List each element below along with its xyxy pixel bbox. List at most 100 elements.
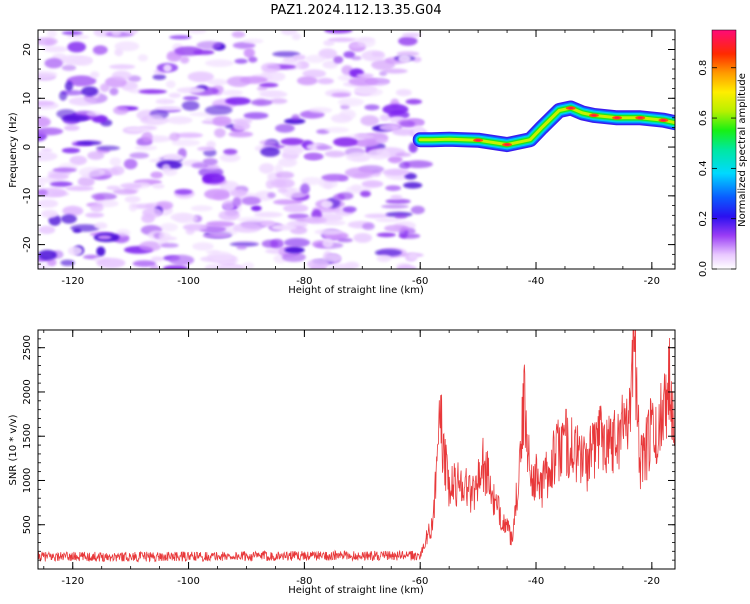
noise-blob xyxy=(323,179,333,189)
noise-blob xyxy=(314,229,344,235)
noise-blob xyxy=(192,242,214,251)
top-y-tick-label: -10 xyxy=(22,188,33,204)
noise-blob xyxy=(141,213,155,224)
noise-blob xyxy=(219,153,241,163)
noise-blob xyxy=(113,106,129,115)
colorbar-ticks: 0.0 0.2 0.4 0.6 0.8 xyxy=(698,60,736,277)
noise-blob xyxy=(134,145,158,151)
noise-blob xyxy=(216,265,245,269)
noise-blob xyxy=(61,64,77,71)
noise-blob xyxy=(333,56,344,64)
noise-blob xyxy=(303,153,322,160)
noise-blob xyxy=(328,263,354,269)
noise-blob xyxy=(206,221,235,228)
noise-blob xyxy=(207,251,233,262)
noise-blob xyxy=(287,213,310,220)
noise-blob xyxy=(62,205,84,216)
noise-blob xyxy=(226,76,251,87)
noise-blob xyxy=(399,120,415,127)
noise-blob xyxy=(403,182,423,189)
noise-blob xyxy=(353,233,373,243)
noise-blob xyxy=(322,253,342,263)
noise-blob xyxy=(204,105,233,115)
noise-blob xyxy=(260,147,280,157)
noise-blob xyxy=(61,114,89,122)
noise-blob xyxy=(354,84,378,95)
noise-blob xyxy=(38,177,56,184)
bottom-x-tick-label: -120 xyxy=(61,576,84,587)
top-x-tick-label: -40 xyxy=(528,276,544,287)
noise-blob xyxy=(38,70,58,79)
noise-blob xyxy=(125,127,149,133)
noise-blob xyxy=(106,185,121,191)
ridge-hotspot-core xyxy=(475,139,481,142)
noise-blob xyxy=(271,224,297,231)
noise-blob xyxy=(131,203,158,209)
noise-blob xyxy=(87,151,105,160)
noise-blob xyxy=(163,64,172,72)
noise-blob xyxy=(92,45,108,55)
noise-blob xyxy=(410,205,425,215)
bottom-x-axis-ticks: -120 -100 -80 -60 -40 -20 xyxy=(43,330,660,587)
noise-blob xyxy=(206,140,216,149)
noise-blob xyxy=(272,51,301,57)
noise-blob xyxy=(96,257,126,269)
noise-blob xyxy=(174,213,198,224)
ridge-hotspot-core xyxy=(660,119,666,122)
noise-blob xyxy=(202,233,230,239)
noise-blob xyxy=(168,92,181,99)
noise-blob xyxy=(260,220,276,227)
noise-blob xyxy=(60,214,77,224)
noise-blob xyxy=(185,228,195,235)
noise-blob xyxy=(351,55,362,61)
noise-blob xyxy=(187,30,207,34)
ridge-hotspot-core xyxy=(591,114,597,117)
noise-blob xyxy=(97,235,112,240)
noise-blob xyxy=(204,188,231,200)
noise-blob xyxy=(360,190,371,198)
noise-blob xyxy=(90,71,100,79)
noise-blob xyxy=(243,112,269,120)
noise-blob xyxy=(300,183,310,194)
noise-blob xyxy=(151,256,164,262)
noise-blob xyxy=(124,30,139,35)
ridge-hotspot-core xyxy=(614,116,620,119)
noise-blob xyxy=(280,30,298,36)
noise-blob xyxy=(342,206,357,213)
noise-blob xyxy=(165,80,176,89)
noise-blob xyxy=(396,264,417,269)
top-x-tick-label: -20 xyxy=(644,276,660,287)
noise-blob xyxy=(66,34,90,40)
bottom-y-tick-label: 500 xyxy=(22,515,33,534)
noise-blob xyxy=(273,199,303,206)
noise-blob xyxy=(317,77,334,85)
colorbar-bar xyxy=(711,29,737,270)
bottom-y-axis-ticks: 500 1000 1500 2000 2500 xyxy=(22,329,675,561)
noise-blob xyxy=(283,238,311,248)
noise-blob xyxy=(404,173,417,180)
noise-blob xyxy=(376,232,396,238)
noise-blob xyxy=(111,30,122,36)
noise-blob xyxy=(231,31,246,38)
noise-blob xyxy=(176,87,206,94)
ridge-hotspot-core xyxy=(568,107,574,110)
top-x-axis-ticks: -120 -100 -80 -60 -40 -20 xyxy=(43,30,660,287)
noise-blob xyxy=(139,241,162,252)
noise-blob xyxy=(361,180,384,188)
noise-blob xyxy=(197,146,216,152)
noise-blob xyxy=(38,249,57,261)
noise-blob xyxy=(337,238,353,243)
noise-blob xyxy=(129,152,149,159)
noise-blob xyxy=(223,148,238,155)
noise-blob xyxy=(202,158,218,166)
noise-blob xyxy=(243,38,264,44)
noise-blob xyxy=(181,100,200,111)
top-x-tick-label: -100 xyxy=(177,276,200,287)
noise-blob xyxy=(256,86,268,91)
noise-blob xyxy=(229,189,247,198)
noise-blob xyxy=(205,59,234,67)
noise-blob xyxy=(261,239,279,248)
noise-blob xyxy=(322,220,346,226)
noise-blob xyxy=(305,54,326,64)
